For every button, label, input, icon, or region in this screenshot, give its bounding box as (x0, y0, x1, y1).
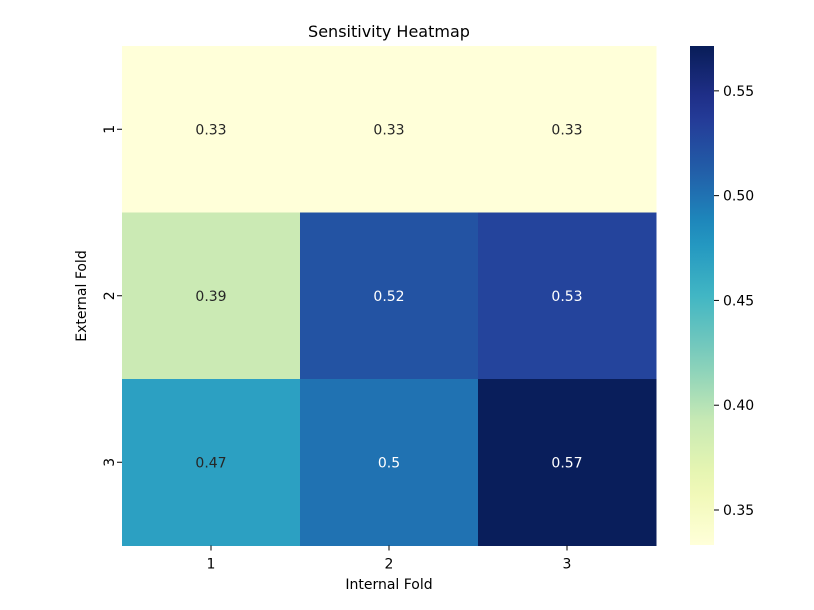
colorbar-tick-label: 0.55 (723, 84, 754, 100)
heatmap-cell (122, 46, 301, 213)
colorbar (690, 46, 714, 545)
colorbar-tick-label: 0.40 (723, 398, 754, 414)
cell-value-label: 0.39 (195, 289, 226, 305)
y-tick-label: 3 (102, 458, 118, 467)
x-tick-label: 3 (563, 557, 572, 573)
y-axis: 1 2 3 (102, 125, 122, 467)
heatmap-cell (478, 379, 657, 546)
heatmap-cell (300, 212, 479, 380)
heatmap-cells (122, 46, 657, 546)
x-axis-label: Internal Fold (345, 577, 432, 593)
cell-value-label: 0.57 (551, 455, 582, 471)
heatmap-cell (478, 212, 657, 380)
heatmap-cell (122, 379, 301, 546)
y-tick-label: 2 (102, 291, 118, 300)
x-axis: 1 2 3 (207, 545, 572, 573)
chart-title: Sensitivity Heatmap (308, 22, 470, 41)
cell-value-label: 0.33 (551, 122, 582, 138)
heatmap-cell (300, 46, 479, 213)
colorbar-tick-label: 0.35 (723, 503, 754, 519)
colorbar-tick-label: 0.45 (723, 293, 754, 309)
cell-value-label: 0.5 (378, 455, 400, 471)
cell-value-label: 0.52 (373, 289, 404, 305)
y-axis-label: External Fold (74, 250, 90, 341)
cell-value-label: 0.33 (195, 122, 226, 138)
cell-value-label: 0.33 (373, 122, 404, 138)
heatmap-cell (300, 379, 479, 546)
heatmap-cell (122, 212, 301, 380)
y-tick-label: 1 (102, 125, 118, 134)
x-tick-label: 1 (207, 557, 216, 573)
cell-value-label: 0.47 (195, 455, 226, 471)
heatmap-cell-labels: 0.33 0.33 0.33 0.39 0.52 0.53 0.47 0.5 0.57 (195, 122, 582, 471)
heatmap-cell (478, 46, 657, 213)
x-tick-label: 2 (385, 557, 394, 573)
colorbar-tick-label: 0.50 (723, 189, 754, 205)
colorbar-ticks: 0.35 0.40 0.45 0.50 0.55 (714, 84, 754, 519)
cell-value-label: 0.53 (551, 289, 582, 305)
